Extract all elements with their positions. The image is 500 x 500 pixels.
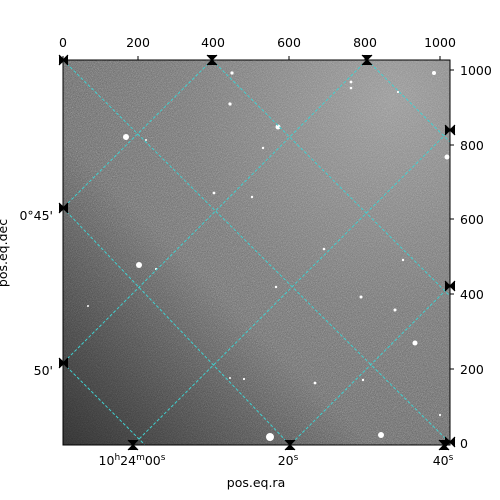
ra-tick-label: 40s: [433, 453, 454, 468]
top-pixel-axis: [62, 56, 441, 60]
top-tick-label: 600: [277, 35, 301, 50]
y-axis-label: pos.eq.dec: [0, 219, 10, 287]
right-tick-label: 0: [460, 436, 468, 451]
top-tick-label: 800: [353, 35, 377, 50]
ra-tick-label: 20s: [278, 453, 299, 468]
dec-tick-label: 0°45': [19, 208, 53, 223]
right-tick-label: 1000: [460, 63, 492, 78]
right-tick-label: 400: [460, 287, 484, 302]
image-frame: [62, 59, 451, 446]
top-tick-label: 200: [126, 35, 150, 50]
right-tick-label: 600: [460, 212, 484, 227]
dec-tick-label: 50': [34, 363, 53, 378]
stars: [87, 71, 450, 441]
world-tick-marks: [58, 54, 456, 451]
right-tick-label: 200: [460, 362, 484, 377]
coordinate-grid: [63, 60, 450, 445]
right-tick-label: 800: [460, 138, 484, 153]
top-tick-label: 0: [59, 35, 67, 50]
x-axis-label: pos.eq.ra: [227, 475, 285, 490]
right-pixel-axis: [450, 69, 454, 444]
ra-tick-label: 10h24m00s: [99, 453, 166, 468]
top-tick-label: 400: [201, 35, 225, 50]
sky-image: [63, 60, 450, 445]
top-tick-label: 1000: [424, 35, 456, 50]
